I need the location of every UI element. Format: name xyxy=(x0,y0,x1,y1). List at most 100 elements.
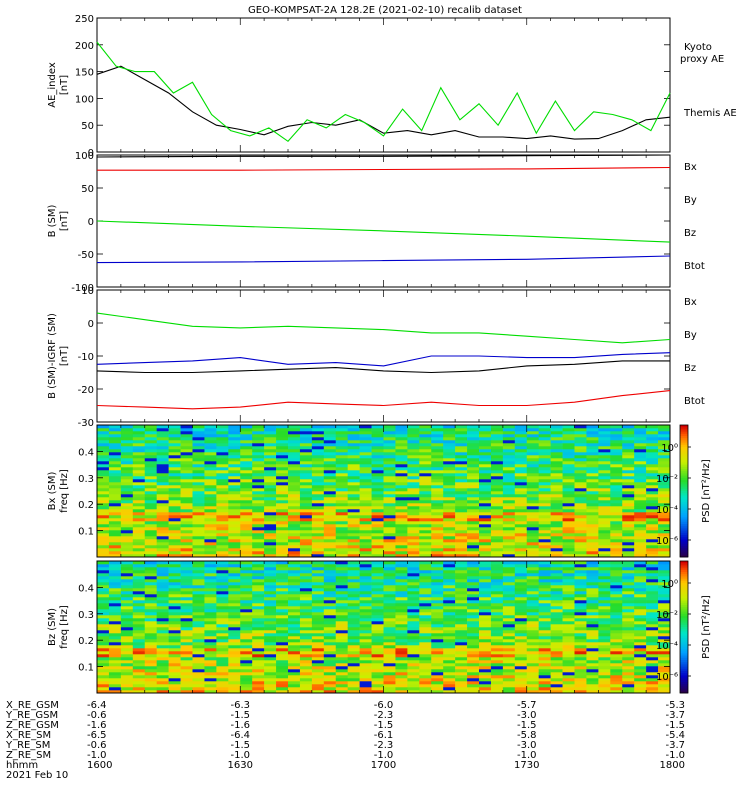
spectrogram-cell xyxy=(359,624,372,628)
spectrogram-cell xyxy=(431,494,444,498)
spectrogram-cell xyxy=(144,485,157,489)
legend-label: Themis AE xyxy=(683,108,737,119)
spectrogram-cell xyxy=(455,585,468,589)
spectrogram-cell xyxy=(514,570,528,574)
spectrogram-cell xyxy=(586,533,599,537)
spectrogram-cell xyxy=(467,654,480,658)
spectrogram-cell xyxy=(323,488,337,492)
spectrogram-cell xyxy=(264,542,277,546)
spectrogram-cell xyxy=(180,515,193,519)
spectrogram-cell xyxy=(622,624,635,628)
spectrogram-cell xyxy=(610,606,623,610)
spectrogram-cell xyxy=(371,600,384,604)
spectrogram-cell xyxy=(538,530,551,534)
spectrogram-cell xyxy=(264,521,277,525)
spectrogram-cell xyxy=(323,446,337,450)
spectrogram-cell xyxy=(383,473,396,477)
plot-frame-db xyxy=(96,289,671,423)
spectrogram-cell xyxy=(276,570,289,574)
spectrogram-cell xyxy=(347,536,360,540)
spectrogram-cell xyxy=(574,545,587,549)
spectrogram-cell xyxy=(502,446,516,450)
spectrogram-cell xyxy=(311,503,325,507)
series-line-btot xyxy=(96,360,670,374)
spectrogram-cell xyxy=(347,539,360,543)
spectrogram-cell xyxy=(240,554,253,558)
spectrogram-cell xyxy=(192,651,205,655)
spectrogram-cell xyxy=(359,470,372,474)
spectrogram-cell xyxy=(216,494,229,498)
spectrogram-cell xyxy=(264,524,277,528)
spectrogram-cell xyxy=(252,524,265,528)
spectrogram-cell xyxy=(216,672,229,676)
spectrogram-cell xyxy=(538,491,551,495)
colorbar-tick-label: 10⁻⁶ xyxy=(656,536,678,547)
spectrogram-cell xyxy=(490,597,504,601)
spectrogram-cell xyxy=(359,561,372,565)
spectrogram-cell xyxy=(311,482,325,486)
spectrogram-cell xyxy=(108,488,122,492)
spectrogram-cell xyxy=(443,612,456,616)
spectrogram-cell xyxy=(646,440,659,444)
spectrogram-cell xyxy=(479,452,492,456)
spectrogram-cell xyxy=(228,443,241,447)
spectrogram-cell xyxy=(574,666,587,670)
spectrogram-cell xyxy=(383,503,396,507)
spectrogram-cell xyxy=(383,582,396,586)
spectrogram-cell xyxy=(550,648,563,652)
spectrogram-cell xyxy=(97,521,110,525)
spectrogram-cell xyxy=(335,473,348,477)
spectrogram-cell xyxy=(311,470,325,474)
spectrogram-cell xyxy=(276,536,289,540)
spectrogram-cell xyxy=(252,428,265,432)
spectrogram-cell xyxy=(347,440,360,444)
spectrogram-cell xyxy=(120,660,134,664)
spectrogram-cell xyxy=(514,461,528,465)
spectrogram-cell xyxy=(228,476,241,480)
spectrogram-cell xyxy=(550,624,563,628)
spectrogram-cell xyxy=(526,639,539,643)
spectrogram-cell xyxy=(204,548,217,552)
spectrogram-cell xyxy=(538,524,551,528)
spectrogram-cell xyxy=(335,612,348,616)
spectrogram-cell xyxy=(144,648,157,652)
spectrogram-cell xyxy=(192,452,205,456)
spectrogram-cell xyxy=(658,443,671,447)
spectrogram-cell xyxy=(264,437,277,441)
spectrogram-cell xyxy=(431,651,444,655)
spectrogram-cell xyxy=(502,588,516,592)
colorbar-swatch xyxy=(680,646,688,650)
spectrogram-cell xyxy=(622,570,635,574)
spectrogram-cell xyxy=(192,491,205,495)
spectrogram-cell xyxy=(634,645,647,649)
spectrogram-cell xyxy=(288,606,301,610)
spectrogram-cell xyxy=(562,455,575,459)
spectrogram-cell xyxy=(228,542,241,546)
spectrogram-cell xyxy=(586,467,599,471)
spectrogram-cell xyxy=(610,600,623,604)
spectrogram-cell xyxy=(144,675,157,679)
spectrogram-cell xyxy=(586,678,599,682)
spectrogram-cell xyxy=(264,690,277,694)
spectrogram-cell xyxy=(407,488,420,492)
spectrogram-cell xyxy=(204,648,217,652)
spectrogram-cell xyxy=(359,570,372,574)
spectrogram-cell xyxy=(526,690,539,694)
spectrogram-cell xyxy=(311,452,325,456)
spectrogram-cell xyxy=(132,651,146,655)
spectrogram-cell xyxy=(634,497,647,501)
spectrogram-cell xyxy=(299,530,313,534)
spectrogram-cell xyxy=(502,687,516,691)
spectrogram-cell xyxy=(562,506,575,510)
spectrogram-cell xyxy=(192,425,205,429)
spectrogram-cell xyxy=(323,630,337,634)
spectrogram-cell xyxy=(502,684,516,688)
colorbar-swatch xyxy=(680,495,688,498)
spectrogram-cell xyxy=(431,464,444,468)
spectrogram-cell xyxy=(323,533,337,537)
spectrogram-cell xyxy=(490,440,504,444)
spectrogram-cell xyxy=(658,561,671,565)
spectrogram-cell xyxy=(264,446,277,450)
spectrogram-cell xyxy=(156,624,169,628)
spectrogram-cell xyxy=(311,500,325,504)
